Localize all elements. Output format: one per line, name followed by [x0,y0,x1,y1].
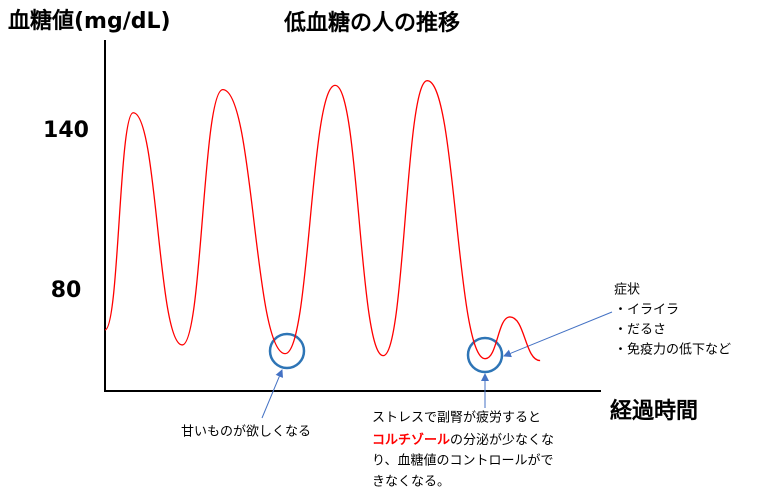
line [104,80,541,362]
annotation: ・免疫力の低下など [614,342,731,358]
highlight-circle [268,332,306,370]
y-axis-label: 血糖値(mg/dL) [8,8,171,34]
chart-title: 低血糖の人の推移 [283,10,460,36]
x-axis-label: 経過時間 [610,398,698,424]
highlight-circle [466,336,504,374]
annotation: コルチゾールの分泌が少なくな [372,432,554,448]
annotation: ストレスで副腎が疲労すると [372,410,541,426]
y-tick-label: 80 [51,278,82,303]
arrow [503,311,613,358]
annotation: 症状 [614,283,640,298]
arrow [261,369,283,419]
y-tick-label: 140 [43,118,89,143]
annotation: ・イライラ [614,303,679,318]
annotation: きなくなる。 [372,475,450,490]
annotation: り、血糖値のコントロールがで [372,453,553,469]
annotation: ・だるさ [614,323,666,338]
annotation-highlight: コルチゾール [372,432,450,448]
annotation: 甘いものが欲しくなる [181,424,311,440]
annotation: の分泌が少なくな [450,433,554,448]
